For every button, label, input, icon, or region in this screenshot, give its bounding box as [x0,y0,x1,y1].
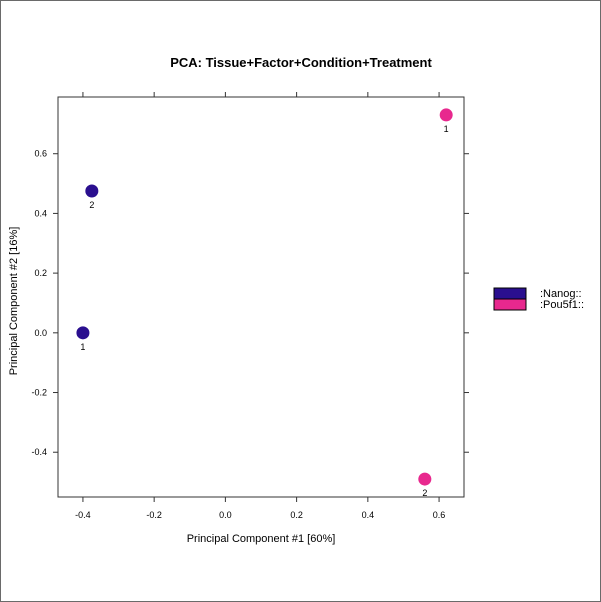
data-point-label: 1 [444,124,449,134]
legend-label: :Pou5f1:: [540,299,584,311]
legend: :Nanog:::Pou5f1:: [493,287,584,311]
x-tick-label: 0.6 [433,510,446,520]
y-axis-label: Principal Component #2 [16%] [8,227,20,376]
y-tick-label: -0.4 [31,447,47,457]
legend-swatch [493,298,527,311]
legend-label: :Nanog:: [540,288,582,300]
x-tick-label: 0.4 [362,510,375,520]
data-point [439,108,453,122]
x-tick-label: 0.0 [219,510,232,520]
x-axis-label: Principal Component #1 [60%] [187,533,336,545]
x-tick-label: 0.2 [290,510,303,520]
x-tick-label: -0.4 [75,510,91,520]
data-point-label: 2 [89,200,94,210]
plot-area [57,96,465,498]
data-points: 1 2 1 2 [76,108,453,498]
x-axis: -0.4 -0.2 0.0 0.2 0.4 0.6 [75,92,445,520]
y-axis: -0.4 -0.2 0.0 0.2 0.4 0.6 [31,149,469,457]
data-point [85,184,99,198]
x-tick-label: -0.2 [146,510,162,520]
y-tick-label: 0.4 [34,208,47,218]
data-point [418,472,432,486]
data-point [76,326,90,340]
y-tick-label: 0.0 [34,328,47,338]
y-tick-label: 0.2 [34,268,47,278]
data-point-label: 2 [422,488,427,498]
y-tick-label: -0.2 [31,388,47,398]
y-tick-label: 0.6 [34,149,47,159]
chart-title: PCA: Tissue+Factor+Condition+Treatment [170,55,432,70]
legend-swatch [493,287,527,300]
data-point-label: 1 [80,342,85,352]
